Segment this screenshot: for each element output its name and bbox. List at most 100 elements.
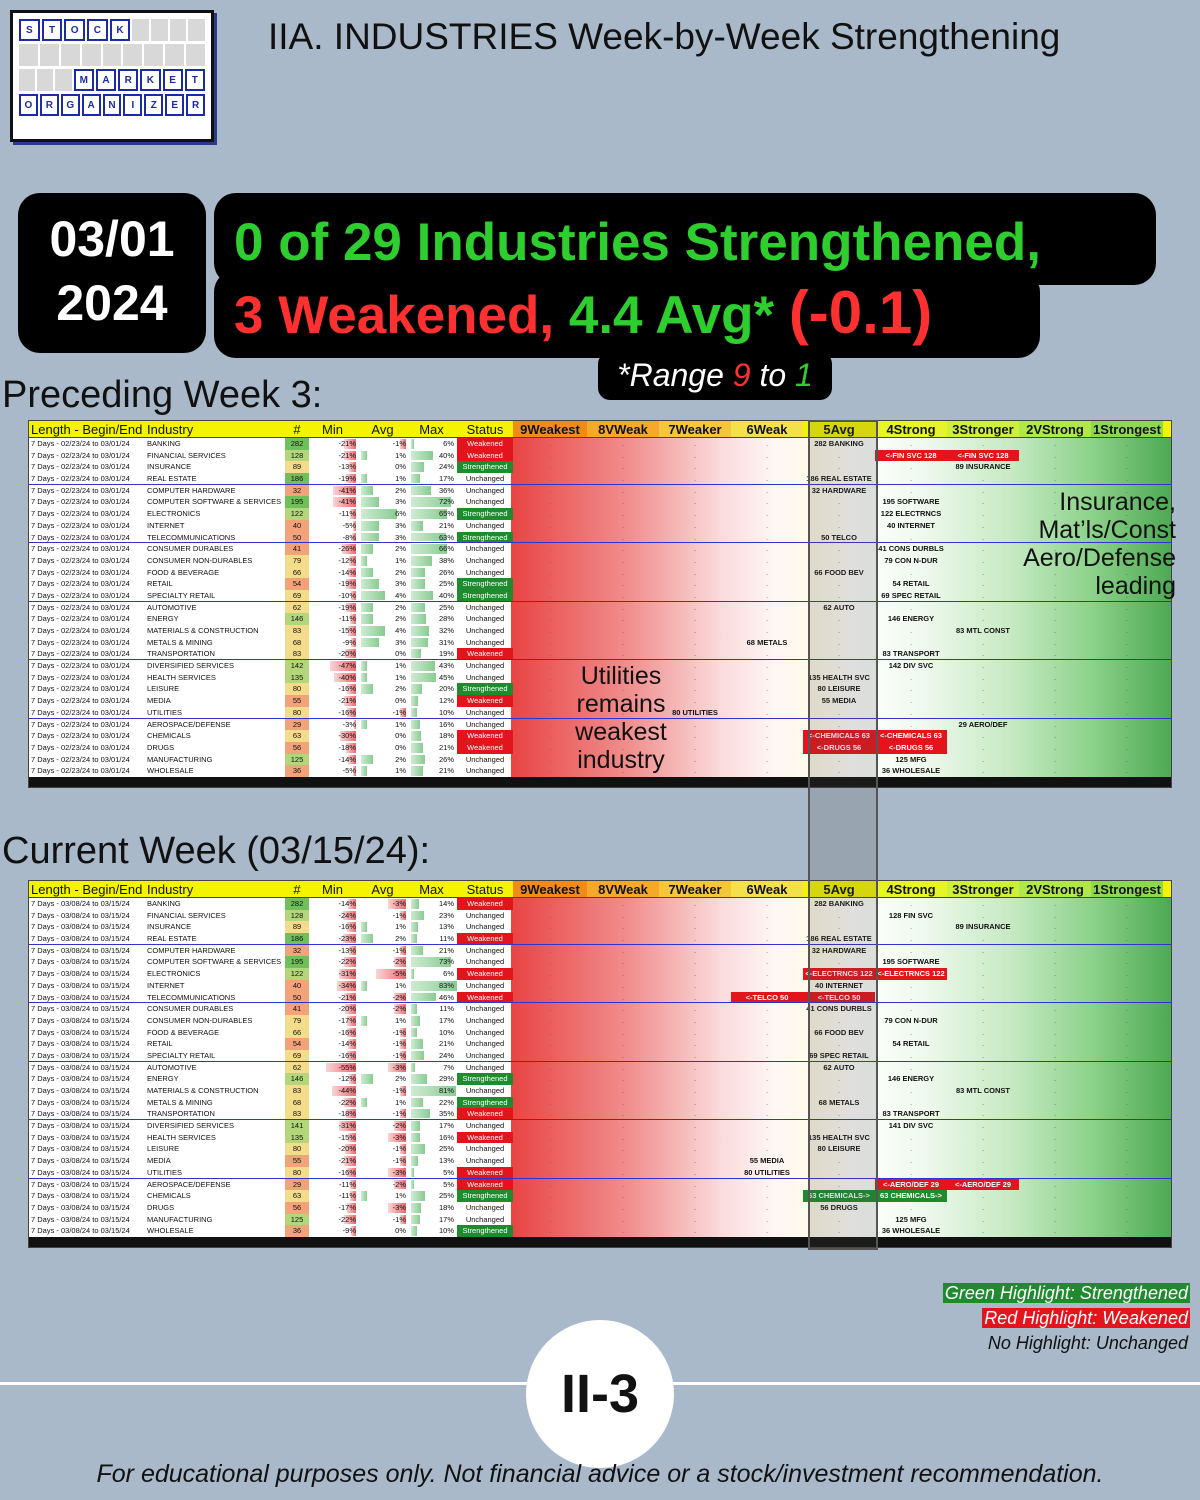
zone-cell: 66 FOOD BEV — [803, 1027, 875, 1039]
zone-cell: 80 UTILITIES — [731, 1167, 803, 1178]
min-cell-bar — [333, 485, 356, 496]
table-row: 7 Days - 02/23/24 to 03/01/24 FOOD & BEVE… — [29, 566, 1171, 579]
logo-letter: K — [109, 19, 131, 41]
zone-cell: . — [693, 719, 697, 729]
zone-cell: 63 CHEMICALS-> — [875, 1190, 947, 1202]
logo-filler-cell — [55, 69, 72, 91]
count-cell: 135 — [285, 671, 309, 684]
avg-cell: 1% — [359, 672, 409, 684]
max-cell: 63% — [409, 532, 457, 543]
avg-cell-bar — [361, 626, 385, 636]
count-cell: 54 — [285, 578, 309, 590]
length-cell: 7 Days - 02/23/24 to 03/01/24 — [31, 462, 130, 472]
avg-cell: 3% — [359, 532, 409, 543]
max-cell-value: 24% — [438, 462, 454, 472]
industry-cell: TRANSPORTATION — [147, 649, 215, 659]
min-cell: -21% — [309, 1155, 359, 1167]
count-cell: 89 — [285, 921, 309, 934]
zone-cell: . — [548, 1097, 552, 1107]
zone-cell: . — [1125, 602, 1129, 612]
avg-cell-value: 0% — [395, 1226, 406, 1236]
zone-cell: 80 UTILITIES — [659, 707, 731, 718]
headline-avg: 4.4 Avg* — [568, 286, 775, 345]
length-cell: 7 Days - 03/08/24 to 03/15/24 — [31, 969, 130, 979]
zone-label: 29 AERO/DEF — [958, 719, 1008, 729]
zone-cell: . — [981, 742, 985, 752]
status-cell: Unchanged — [465, 1144, 505, 1154]
avg-cell-value: 4% — [395, 590, 406, 600]
zone-cells: ...... 89 INSURANCE.. — [513, 461, 1171, 473]
zone-cell: . — [693, 1074, 697, 1084]
industry-cell: CONSUMER DURABLES — [147, 1004, 234, 1014]
zone-cell: . — [1125, 1132, 1129, 1142]
max-cell-value: 7% — [443, 1062, 454, 1072]
column-header: 9Weakest — [513, 881, 587, 897]
min-cell-value: -16% — [338, 1050, 356, 1060]
avg-cell: 1% — [359, 765, 409, 777]
max-cell-value: 13% — [438, 1156, 454, 1166]
zone-cell: . — [981, 934, 985, 944]
zone-cell: . — [621, 474, 625, 484]
length-cell: 7 Days - 03/08/24 to 03/15/24 — [31, 1027, 130, 1037]
industry-cell: MATERIALS & CONSTRUCTION — [147, 626, 259, 635]
zone-cell: . — [1053, 910, 1057, 920]
zone-cells: .... 80 LEISURE.... — [513, 683, 1171, 695]
length-cell: 7 Days - 03/08/24 to 03/15/24 — [31, 1214, 130, 1224]
zone-cell: . — [693, 462, 697, 472]
avg-cell-bar — [394, 992, 406, 1002]
min-cell: -21% — [309, 992, 359, 1003]
zone-cell: . — [1053, 661, 1057, 671]
count-cell: 69 — [285, 1049, 309, 1061]
avg-cell-bar — [394, 1004, 406, 1014]
max-cell: 22% — [409, 1097, 457, 1109]
zone-cell: . — [981, 509, 985, 519]
zone-cell: . — [621, 485, 625, 495]
zone-cell: . — [1125, 934, 1129, 944]
zone-cell: . — [1053, 1132, 1057, 1142]
zone-cell: . — [981, 637, 985, 647]
zone-cell: . — [909, 707, 913, 717]
max-cell-bar — [411, 1027, 417, 1038]
zone-cell: . — [981, 614, 985, 624]
max-cell-bar — [411, 474, 421, 483]
zone-cell: . — [1053, 590, 1057, 600]
max-cell-bar — [411, 1062, 415, 1073]
avg-cell-bar — [361, 672, 367, 683]
avg-cell: -1% — [359, 910, 409, 922]
avg-cell-bar — [361, 754, 373, 765]
zone-cell: . — [981, 945, 985, 955]
min-cell: -11% — [309, 1190, 359, 1202]
min-cell-value: -11% — [339, 1191, 356, 1201]
length-cell: 7 Days - 02/23/24 to 03/01/24 — [31, 485, 130, 495]
table-row: 7 Days - 03/08/24 to 03/15/24 INTERNET 40-… — [29, 979, 1171, 992]
zone-cell: . — [693, 672, 697, 682]
max-cell-bar — [411, 520, 423, 531]
zone-cell: . — [548, 1144, 552, 1154]
count-cell: 186 — [285, 473, 309, 484]
max-cell: 40% — [409, 590, 457, 601]
avg-cell-bar — [361, 520, 379, 531]
industry-cell: CONSUMER NON-DURABLES — [147, 555, 253, 565]
logo-filler-cell — [102, 44, 122, 66]
zone-cells: ..... 146 ENERGY... — [513, 613, 1171, 625]
status-cell: Strengthened — [457, 531, 513, 543]
zone-cell: . — [765, 1121, 769, 1131]
zone-cells: .... 50 TELCO.... — [513, 532, 1171, 543]
avg-cell: 0% — [359, 461, 409, 473]
table-header: Length - Begin/End Industry # Min Avg Max Stat… — [29, 421, 1171, 438]
avg-cell: 1% — [359, 555, 409, 567]
length-cell: 7 Days - 02/23/24 to 03/01/24 — [31, 766, 130, 776]
zone-label: 83 MTL CONST — [955, 626, 1011, 635]
length-cell: 7 Days - 02/23/24 to 03/01/24 — [31, 509, 130, 519]
zone-label: 69 SPEC RETAIL — [809, 1050, 869, 1060]
industry-cell: HEALTH SERVICES — [147, 672, 216, 682]
industry-cell: LEISURE — [147, 1144, 180, 1154]
zone-cell: . — [548, 579, 552, 589]
zone-cell: . — [1053, 532, 1057, 542]
count-cell: 68 — [285, 636, 309, 649]
zone-cell: . — [837, 1015, 841, 1025]
max-cell: 13% — [409, 1155, 457, 1167]
column-header: 1Strongest — [1091, 421, 1163, 437]
range-lo: 1 — [795, 357, 813, 393]
zone-cell: . — [1125, 707, 1129, 717]
